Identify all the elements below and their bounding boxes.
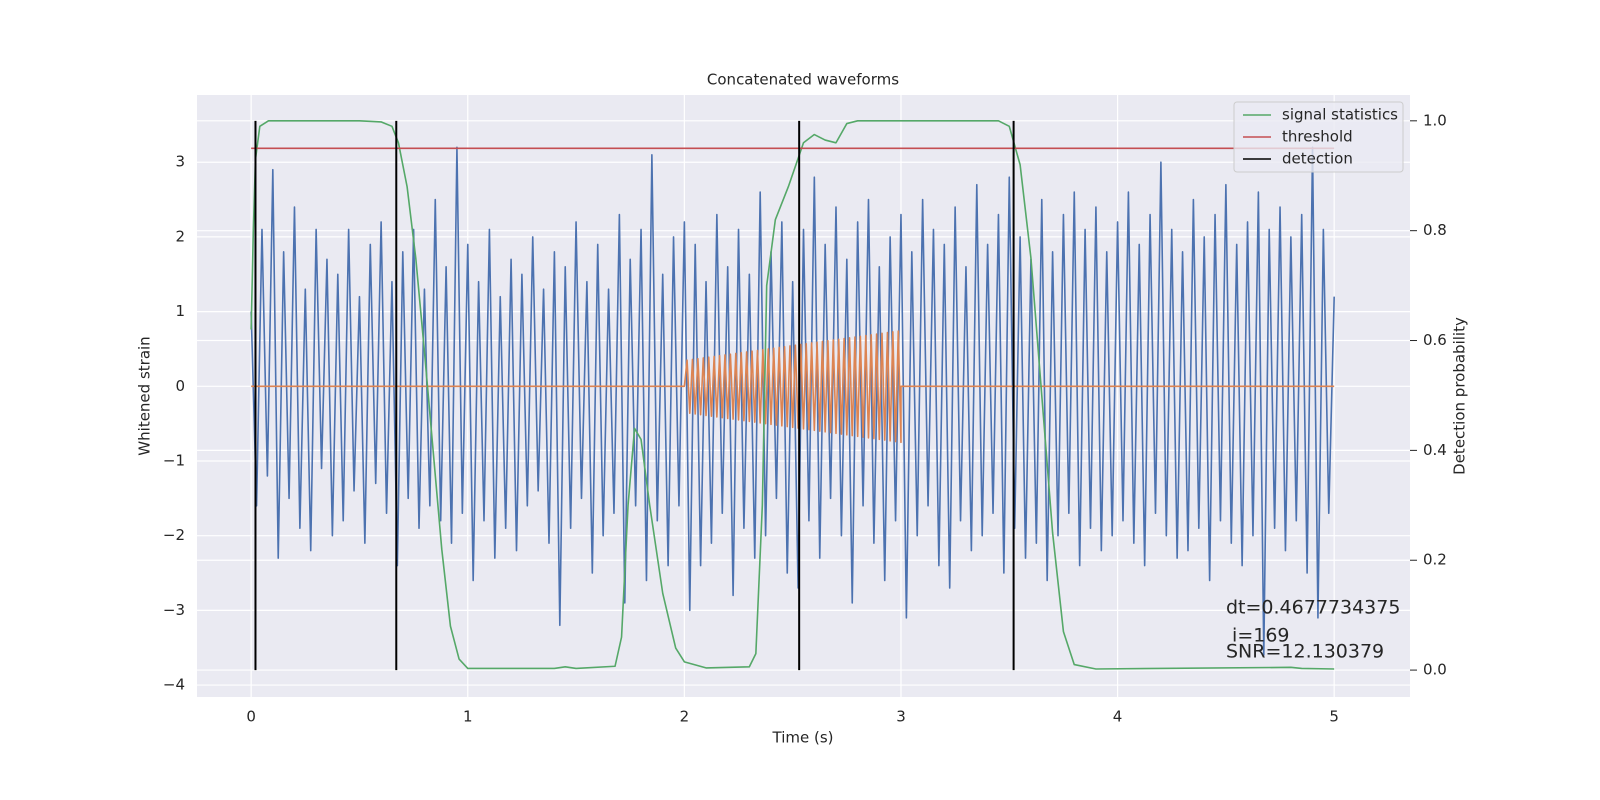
y-tick-label: −2 [163, 526, 185, 544]
legend-label: signal statistics [1282, 106, 1398, 124]
y-tick-label: 0 [175, 377, 185, 395]
labels: 0 1 2 3 4 5 −4 −3 −2 −1 0 1 2 3 0.0 0.2 0.4 0.6 0.8 1.0 sign… [163, 101, 1447, 726]
y-tick-label: 2 [175, 227, 185, 245]
series-line [250, 146, 1335, 656]
y2-tick-label: 0.4 [1423, 441, 1447, 459]
series-line [251, 330, 1335, 444]
annotation: dt=0.4677734375 [1226, 597, 1400, 619]
x-tick-label: 4 [1113, 708, 1123, 726]
marks [250, 120, 1335, 671]
legend-label: threshold [1282, 128, 1353, 146]
series-line [250, 120, 1335, 670]
annotation: SNR=12.130379 [1226, 641, 1384, 663]
x-tick-label: 5 [1329, 708, 1339, 726]
x-tick-label: 0 [246, 708, 256, 726]
y2-axis-label: Detection probability [1451, 317, 1469, 475]
x-tick-label: 2 [680, 708, 690, 726]
legend-box [1233, 101, 1404, 173]
y-tick-label: 3 [175, 153, 185, 171]
y-tick-label: −3 [163, 601, 185, 619]
x-tick-label: 1 [463, 708, 473, 726]
chart-title: Concatenated waveforms [707, 71, 899, 89]
y2-tick-label: 0.0 [1423, 661, 1447, 679]
y-tick-label: −1 [163, 451, 185, 469]
y2-tick-label: 0.8 [1423, 221, 1447, 239]
x-tick-label: 3 [896, 708, 906, 726]
y2-tick-label: 1.0 [1423, 111, 1447, 129]
x-axis-label: Time (s) [772, 729, 834, 747]
y-tick-label: 1 [175, 302, 185, 320]
y2-tick-label: 0.2 [1423, 551, 1447, 569]
legend-label: detection [1282, 150, 1353, 168]
y2-tick-label: 0.6 [1423, 331, 1447, 349]
plot-area [197, 95, 1410, 697]
annotation: i=169 [1226, 625, 1290, 647]
y-tick-label: −4 [163, 676, 185, 694]
y-axis-label: Whitened strain [136, 336, 154, 455]
